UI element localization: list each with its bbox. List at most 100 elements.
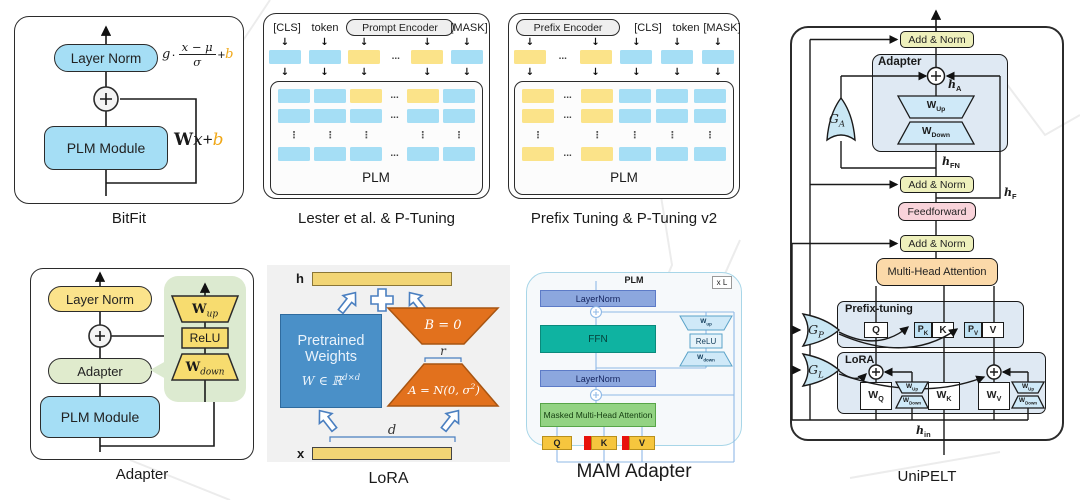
unipelt-wv-box: WV — [978, 382, 1010, 410]
unipelt-lora-wdown-right — [1010, 395, 1046, 409]
mam-k-label: K — [600, 438, 608, 448]
unipelt-addnorm-mid: Add & Norm — [900, 176, 974, 193]
mam-mha-label: Masked Multi-Head Attention — [543, 410, 653, 420]
unipelt-lora-wup-left — [894, 381, 930, 394]
prefix-plm-dots-row: ⋮ ⋮ ⋮ ⋮ ⋮ — [522, 127, 726, 143]
token — [314, 109, 347, 123]
unipelt-pv-box: PV — [964, 322, 982, 338]
lester-caption: Lester et al. & P-Tuning — [297, 210, 456, 227]
lester-plm-label: PLM — [362, 170, 390, 185]
unipelt-gate-adapter-label: GA — [828, 111, 846, 130]
lora-r-label: r — [440, 344, 446, 358]
down-arrow-icon: ↓ — [359, 36, 369, 48]
token — [406, 147, 439, 161]
prompt-token — [581, 89, 614, 103]
prompt-token — [522, 109, 554, 123]
token — [269, 50, 301, 64]
lora-caption: LoRA — [368, 470, 409, 487]
prompt-token — [522, 147, 554, 161]
adapter-layernorm-label: Layer Norm — [66, 291, 134, 307]
unipelt-hfn-label: hFN — [942, 155, 960, 171]
prefix-plm-label: PLM — [610, 170, 638, 185]
unipelt-wq-label: WQ — [868, 388, 884, 404]
token — [442, 147, 475, 161]
token — [278, 89, 310, 103]
token — [701, 50, 734, 64]
unipelt-gate-prefix-label: GP — [808, 322, 824, 341]
unipelt-addnorm-top: Add & Norm — [900, 31, 974, 48]
lester-plm-row-1: ... — [278, 89, 475, 103]
unipelt-adapter-wdown-trapezoid — [896, 121, 976, 145]
unipelt-addnorm-mid-label: Add & Norm — [908, 178, 966, 191]
prompt-encoder-label: Prompt Encoder — [362, 21, 438, 34]
prefix-encoder-box: Prefix Encoder — [516, 19, 620, 36]
down-arrow-icon: ↓ — [632, 66, 641, 78]
unipelt-pv-label: PV — [967, 323, 979, 337]
unipelt-caption: UniPELT — [897, 468, 957, 485]
unipelt-addnorm-bottom-label: Add & Norm — [908, 237, 966, 250]
mam-relu-box — [689, 333, 723, 349]
unipelt-adapter-wup-trapezoid — [896, 95, 976, 119]
token — [618, 147, 651, 161]
lora-pretrained-line2: Weights — [304, 349, 358, 366]
unipelt-lora-wup-right-label: WUp — [1021, 383, 1035, 392]
lester-plm-dots-row: ⋮ ⋮ ⋮ ⋮ ⋮ — [278, 127, 475, 143]
lora-x-label: x — [297, 446, 305, 461]
lora-d-label: d — [387, 423, 397, 438]
bitfit-layernorm-box: Layer Norm — [54, 44, 158, 72]
unipelt-wdown-label: WDown — [922, 126, 950, 139]
token: ... — [558, 51, 567, 62]
token — [278, 147, 310, 161]
token — [278, 109, 310, 123]
unipelt-pk-box: PK — [914, 322, 932, 338]
mam-caption: MAM Adapter — [576, 461, 692, 482]
token: ... — [563, 90, 572, 101]
lora-r-bracket — [424, 357, 462, 362]
unipelt-q-box: Q — [864, 322, 888, 338]
token — [618, 109, 651, 123]
prompt-token — [581, 109, 614, 123]
down-arrow-icon: ↓ — [320, 36, 329, 48]
down-arrow-icon: ↓ — [462, 66, 472, 78]
token — [693, 109, 726, 123]
lora-plus-icon — [370, 288, 394, 312]
lora-d-bracket — [329, 436, 456, 442]
unipelt-prefix-section-label: Prefix-tuning — [845, 303, 913, 315]
token: ... — [563, 110, 572, 121]
adapter-wup-trapezoid — [170, 295, 240, 323]
prefix-mask-label: [MASK] — [703, 22, 741, 34]
token — [308, 50, 341, 64]
unipelt-ha-label: hA — [948, 78, 962, 94]
token: ⋮ — [325, 129, 335, 141]
token — [693, 147, 726, 161]
down-arrow-icon: ↓ — [713, 66, 723, 78]
lester-arrow-row-bottom: ↓ ↓ ↓ ↓ ↓ — [269, 67, 483, 78]
down-arrow-icon: ↓ — [423, 36, 432, 48]
bitfit-plm-box: PLM Module — [44, 126, 168, 170]
mam-k-prefix-segment — [584, 436, 591, 450]
adapter-adapter-box: Adapter — [48, 358, 152, 384]
token: ⋮ — [418, 129, 428, 141]
unipelt-adapter-section-label: Adapter — [878, 56, 922, 68]
mam-k-box: K — [591, 436, 617, 450]
token — [656, 89, 689, 103]
mam-relu-label: ReLU — [695, 337, 717, 346]
adapter-wiring — [88, 271, 240, 452]
token — [620, 50, 653, 64]
prefix-token-label: token — [672, 22, 700, 34]
lora-shapes — [318, 288, 500, 442]
mam-wiring — [556, 281, 735, 463]
token: ⋮ — [289, 129, 299, 141]
prompt-token — [522, 89, 554, 103]
bitfit-plm-label: PLM Module — [66, 140, 146, 156]
token — [314, 147, 347, 161]
prefix-plm-row-1: ... — [522, 89, 726, 103]
unipelt-gate-prefix — [801, 313, 841, 347]
down-arrow-icon: ↓ — [280, 36, 290, 48]
mam-xl-label: x L — [716, 278, 728, 287]
unipelt-outer-box — [790, 26, 1064, 441]
unipelt-v-label: V — [989, 324, 997, 336]
lora-weight-formula: W ∈ ℝd×d — [301, 373, 361, 389]
lester-embedding-row: ... — [269, 50, 483, 64]
